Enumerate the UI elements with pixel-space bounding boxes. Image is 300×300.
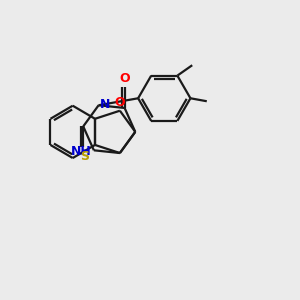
Text: N: N [100, 98, 110, 111]
Text: O: O [119, 72, 130, 85]
Text: O: O [115, 96, 125, 109]
Text: S: S [80, 150, 89, 163]
Text: NH: NH [71, 145, 92, 158]
